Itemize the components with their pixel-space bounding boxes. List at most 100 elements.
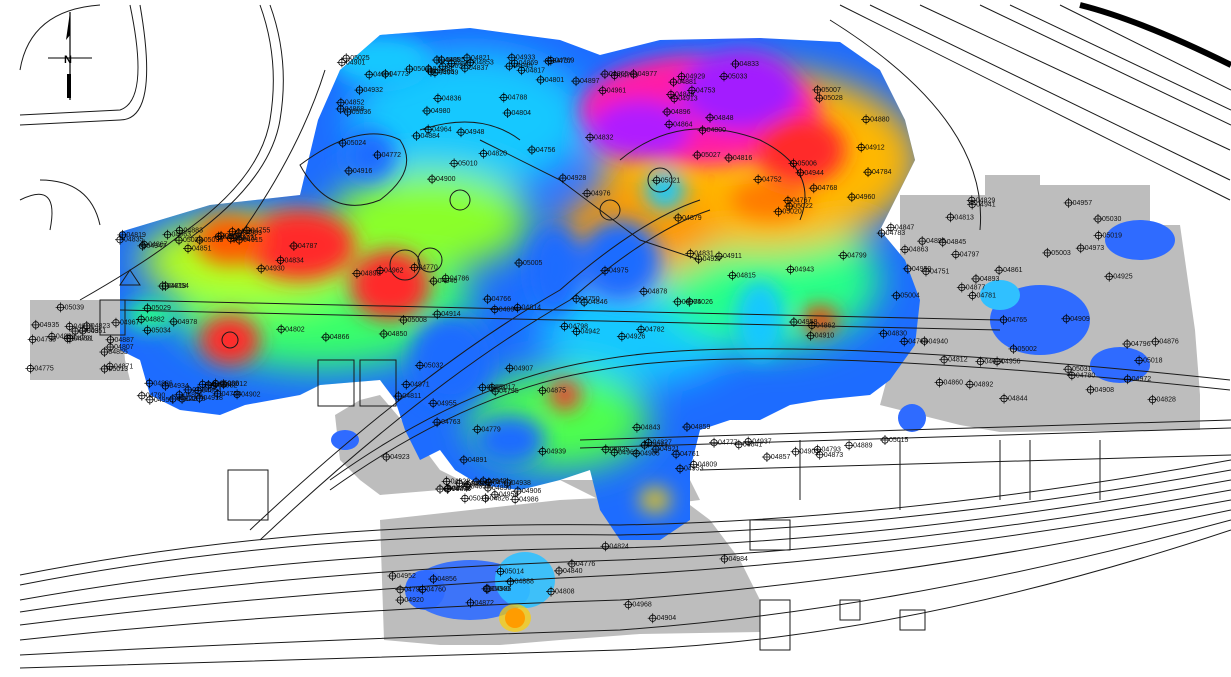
- well-marker: 04877: [956, 282, 985, 293]
- well-label: 05039: [65, 304, 85, 311]
- well-label: 04873: [824, 452, 844, 459]
- well-marker: 05038: [210, 378, 239, 389]
- well-marker: 04975: [600, 265, 629, 276]
- well-label: 04975: [609, 268, 629, 275]
- well-marker: 04833: [730, 58, 759, 69]
- well-marker: 05016: [459, 493, 488, 504]
- well-label: 04796: [1131, 341, 1151, 348]
- well-label: 04915: [243, 237, 263, 244]
- well-marker: 04758: [212, 388, 241, 399]
- well-marker: 04813: [945, 212, 974, 223]
- well-marker: 04958: [788, 317, 817, 328]
- well-label: 04907: [514, 365, 534, 372]
- well-label: 04955: [437, 400, 457, 407]
- well-label: 04828: [1156, 397, 1176, 404]
- well-label: 04967: [120, 320, 140, 327]
- well-marker: 04922: [441, 476, 470, 487]
- well-marker: 05012: [218, 379, 247, 390]
- well-marker: 04984: [719, 553, 748, 564]
- well-label: 04850: [388, 331, 408, 338]
- well-marker: 04828: [1147, 394, 1176, 405]
- well-label: 04897: [580, 78, 600, 85]
- well-marker: 04764: [899, 336, 928, 347]
- well-marker: 04897: [571, 76, 600, 87]
- well-marker: 04934: [160, 380, 189, 391]
- well-label: 04844: [1008, 396, 1028, 403]
- well-label: 04791: [74, 335, 94, 342]
- well-marker: 04814: [512, 302, 541, 313]
- well-label: 04951: [87, 328, 107, 335]
- well-marker: 05001: [477, 382, 506, 393]
- well-label: 04778: [451, 486, 471, 493]
- well-label: 04754: [169, 283, 189, 290]
- well-marker: 04779: [472, 424, 501, 435]
- base-linework: [19, 4, 1231, 669]
- well-marker: 04837: [459, 63, 488, 74]
- well-label: 04888: [514, 579, 534, 586]
- well-label: 04807: [114, 344, 134, 351]
- well-marker: 04950: [144, 394, 173, 405]
- well-label: 04812: [948, 357, 968, 364]
- well-marker: 05029: [142, 303, 171, 314]
- well-label: 04794: [444, 486, 464, 493]
- well-marker: 04777: [709, 437, 738, 448]
- well-label: 04973: [1085, 245, 1105, 252]
- well-label: 04818: [167, 283, 187, 290]
- well-marker: 04927: [693, 254, 723, 265]
- well-marker: 04783: [876, 228, 905, 239]
- well-marker: 04944: [795, 167, 824, 178]
- well-label: 04889: [853, 442, 873, 449]
- well-label: 05010: [458, 160, 478, 167]
- well-label: 05033: [728, 73, 748, 80]
- well-marker: 04760: [417, 584, 446, 595]
- well-marker: 04918: [194, 393, 223, 404]
- well-marker: 04775: [25, 363, 54, 374]
- well-marker: 04985: [631, 448, 660, 459]
- well-label: 04971: [410, 382, 430, 389]
- well-marker: 04869: [509, 58, 538, 69]
- well-marker: 04904: [647, 613, 676, 624]
- well-label: 05003: [1051, 250, 1071, 257]
- well-label: 04914: [441, 311, 461, 318]
- well-marker: 04908: [1085, 384, 1115, 395]
- well-label: 04759: [37, 336, 57, 343]
- well-label: 04948: [465, 129, 485, 136]
- well-marker: 05013: [99, 363, 128, 374]
- well-marker: 04829: [966, 195, 995, 206]
- well-label: 04809: [698, 462, 718, 469]
- well-marker: 04947: [137, 240, 166, 251]
- well-label: 05019: [1103, 233, 1123, 240]
- well-label: 04801: [545, 77, 565, 84]
- well-marker: 04889: [844, 440, 873, 451]
- well-label: 05028: [823, 95, 843, 102]
- well-marker: 04789: [423, 64, 452, 75]
- well-marker: 04957: [1063, 197, 1092, 208]
- well-label: 04927: [703, 256, 723, 263]
- well-label: 04834: [284, 257, 304, 264]
- well-label: 04843: [641, 425, 661, 432]
- well-marker: 05039: [55, 302, 85, 313]
- well-marker: 04806: [174, 389, 203, 400]
- well-label: 04827: [652, 440, 672, 447]
- well-marker: 04911: [713, 251, 742, 262]
- well-marker: 04864: [664, 119, 693, 130]
- well-label: 05017: [496, 384, 516, 391]
- well-label: 04942: [581, 329, 601, 336]
- well-marker: 04843: [631, 422, 661, 433]
- well-marker: 04800: [697, 125, 726, 136]
- well-label: 04964: [432, 127, 452, 134]
- well-label: 04912: [865, 144, 885, 151]
- well-label: 04908: [1095, 387, 1115, 394]
- well-label: 05014: [505, 568, 525, 575]
- well-label: 05007: [821, 87, 841, 94]
- well-marker: 05021: [651, 175, 680, 186]
- well-marker: 04876: [1150, 336, 1179, 347]
- well-marker: 04959: [902, 263, 931, 274]
- well-label: 04875: [547, 388, 567, 395]
- well-label: 04905: [800, 449, 820, 456]
- well-label: 04802: [285, 326, 305, 333]
- well-label: 05002: [1017, 346, 1037, 353]
- well-label: 04817: [526, 67, 546, 74]
- well-label: 05030: [1102, 216, 1122, 223]
- well-label: 04933: [516, 55, 536, 62]
